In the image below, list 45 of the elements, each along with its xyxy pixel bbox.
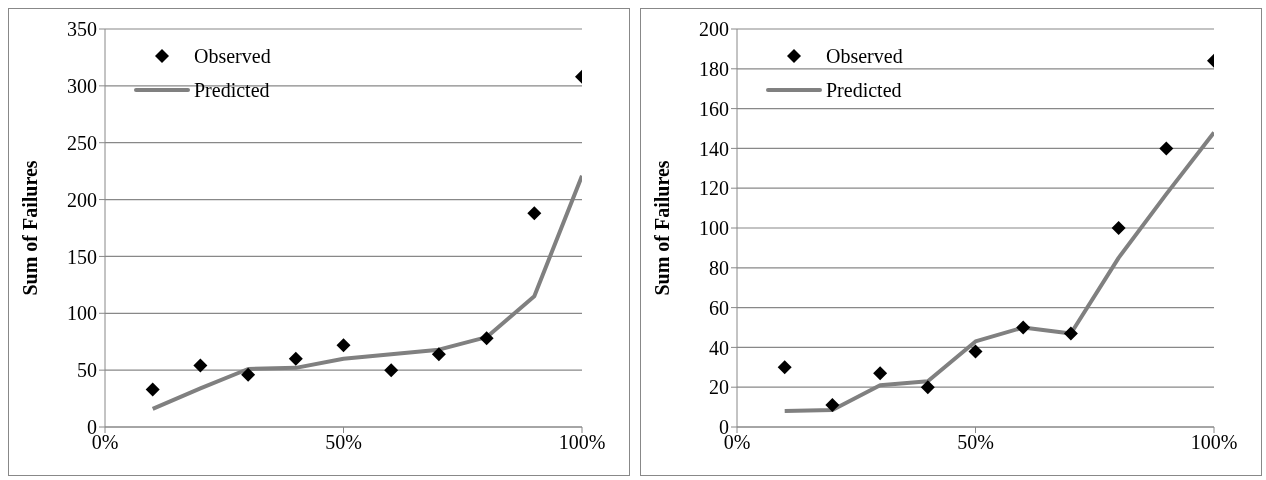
legend-label: Predicted <box>194 78 270 103</box>
y-tick-label: 100 <box>67 302 97 325</box>
x-tick-label: 100% <box>1190 431 1238 454</box>
legend-label: Predicted <box>826 78 902 103</box>
y-tick-label: 180 <box>699 57 729 80</box>
legend-label: Observed <box>194 44 271 69</box>
x-tick-label: 50% <box>957 431 994 454</box>
x-tick-label: 50% <box>325 431 362 454</box>
point <box>777 360 792 375</box>
y-tick-label: 40 <box>709 336 729 359</box>
y-tick-label: 60 <box>709 296 729 319</box>
y-tick-label: 150 <box>67 245 97 268</box>
y-axis-title: Sum of Failures <box>19 160 42 296</box>
y-tick-label: 100 <box>699 217 729 240</box>
y-tick-label: 50 <box>77 359 97 382</box>
point <box>968 344 983 359</box>
point <box>1111 221 1126 235</box>
y-tick-label: 120 <box>699 177 729 200</box>
point <box>241 367 256 382</box>
legend-label: Observed <box>826 44 903 69</box>
y-tick-label: 250 <box>67 131 97 154</box>
point <box>1159 141 1174 156</box>
point <box>145 382 160 397</box>
y-tick-label: 350 <box>67 18 97 41</box>
y-tick-label: 300 <box>67 74 97 97</box>
y-tick-label: 200 <box>67 188 97 211</box>
point <box>336 338 351 353</box>
point <box>1063 326 1078 341</box>
point <box>873 366 888 381</box>
y-tick-label: 80 <box>709 256 729 279</box>
y-axis-title: Sum of Failures <box>651 160 674 296</box>
point <box>288 351 303 366</box>
point <box>527 206 542 221</box>
point <box>479 331 494 346</box>
point <box>384 363 399 378</box>
y-tick-label: 140 <box>699 137 729 160</box>
y-tick-label: 20 <box>709 376 729 399</box>
point <box>920 380 935 395</box>
y-tick-label: 160 <box>699 97 729 120</box>
point <box>193 358 208 373</box>
x-tick-label: 100% <box>558 431 606 454</box>
point <box>825 398 840 413</box>
y-tick-label: 200 <box>699 18 729 41</box>
point <box>431 347 446 362</box>
point <box>1016 320 1031 335</box>
